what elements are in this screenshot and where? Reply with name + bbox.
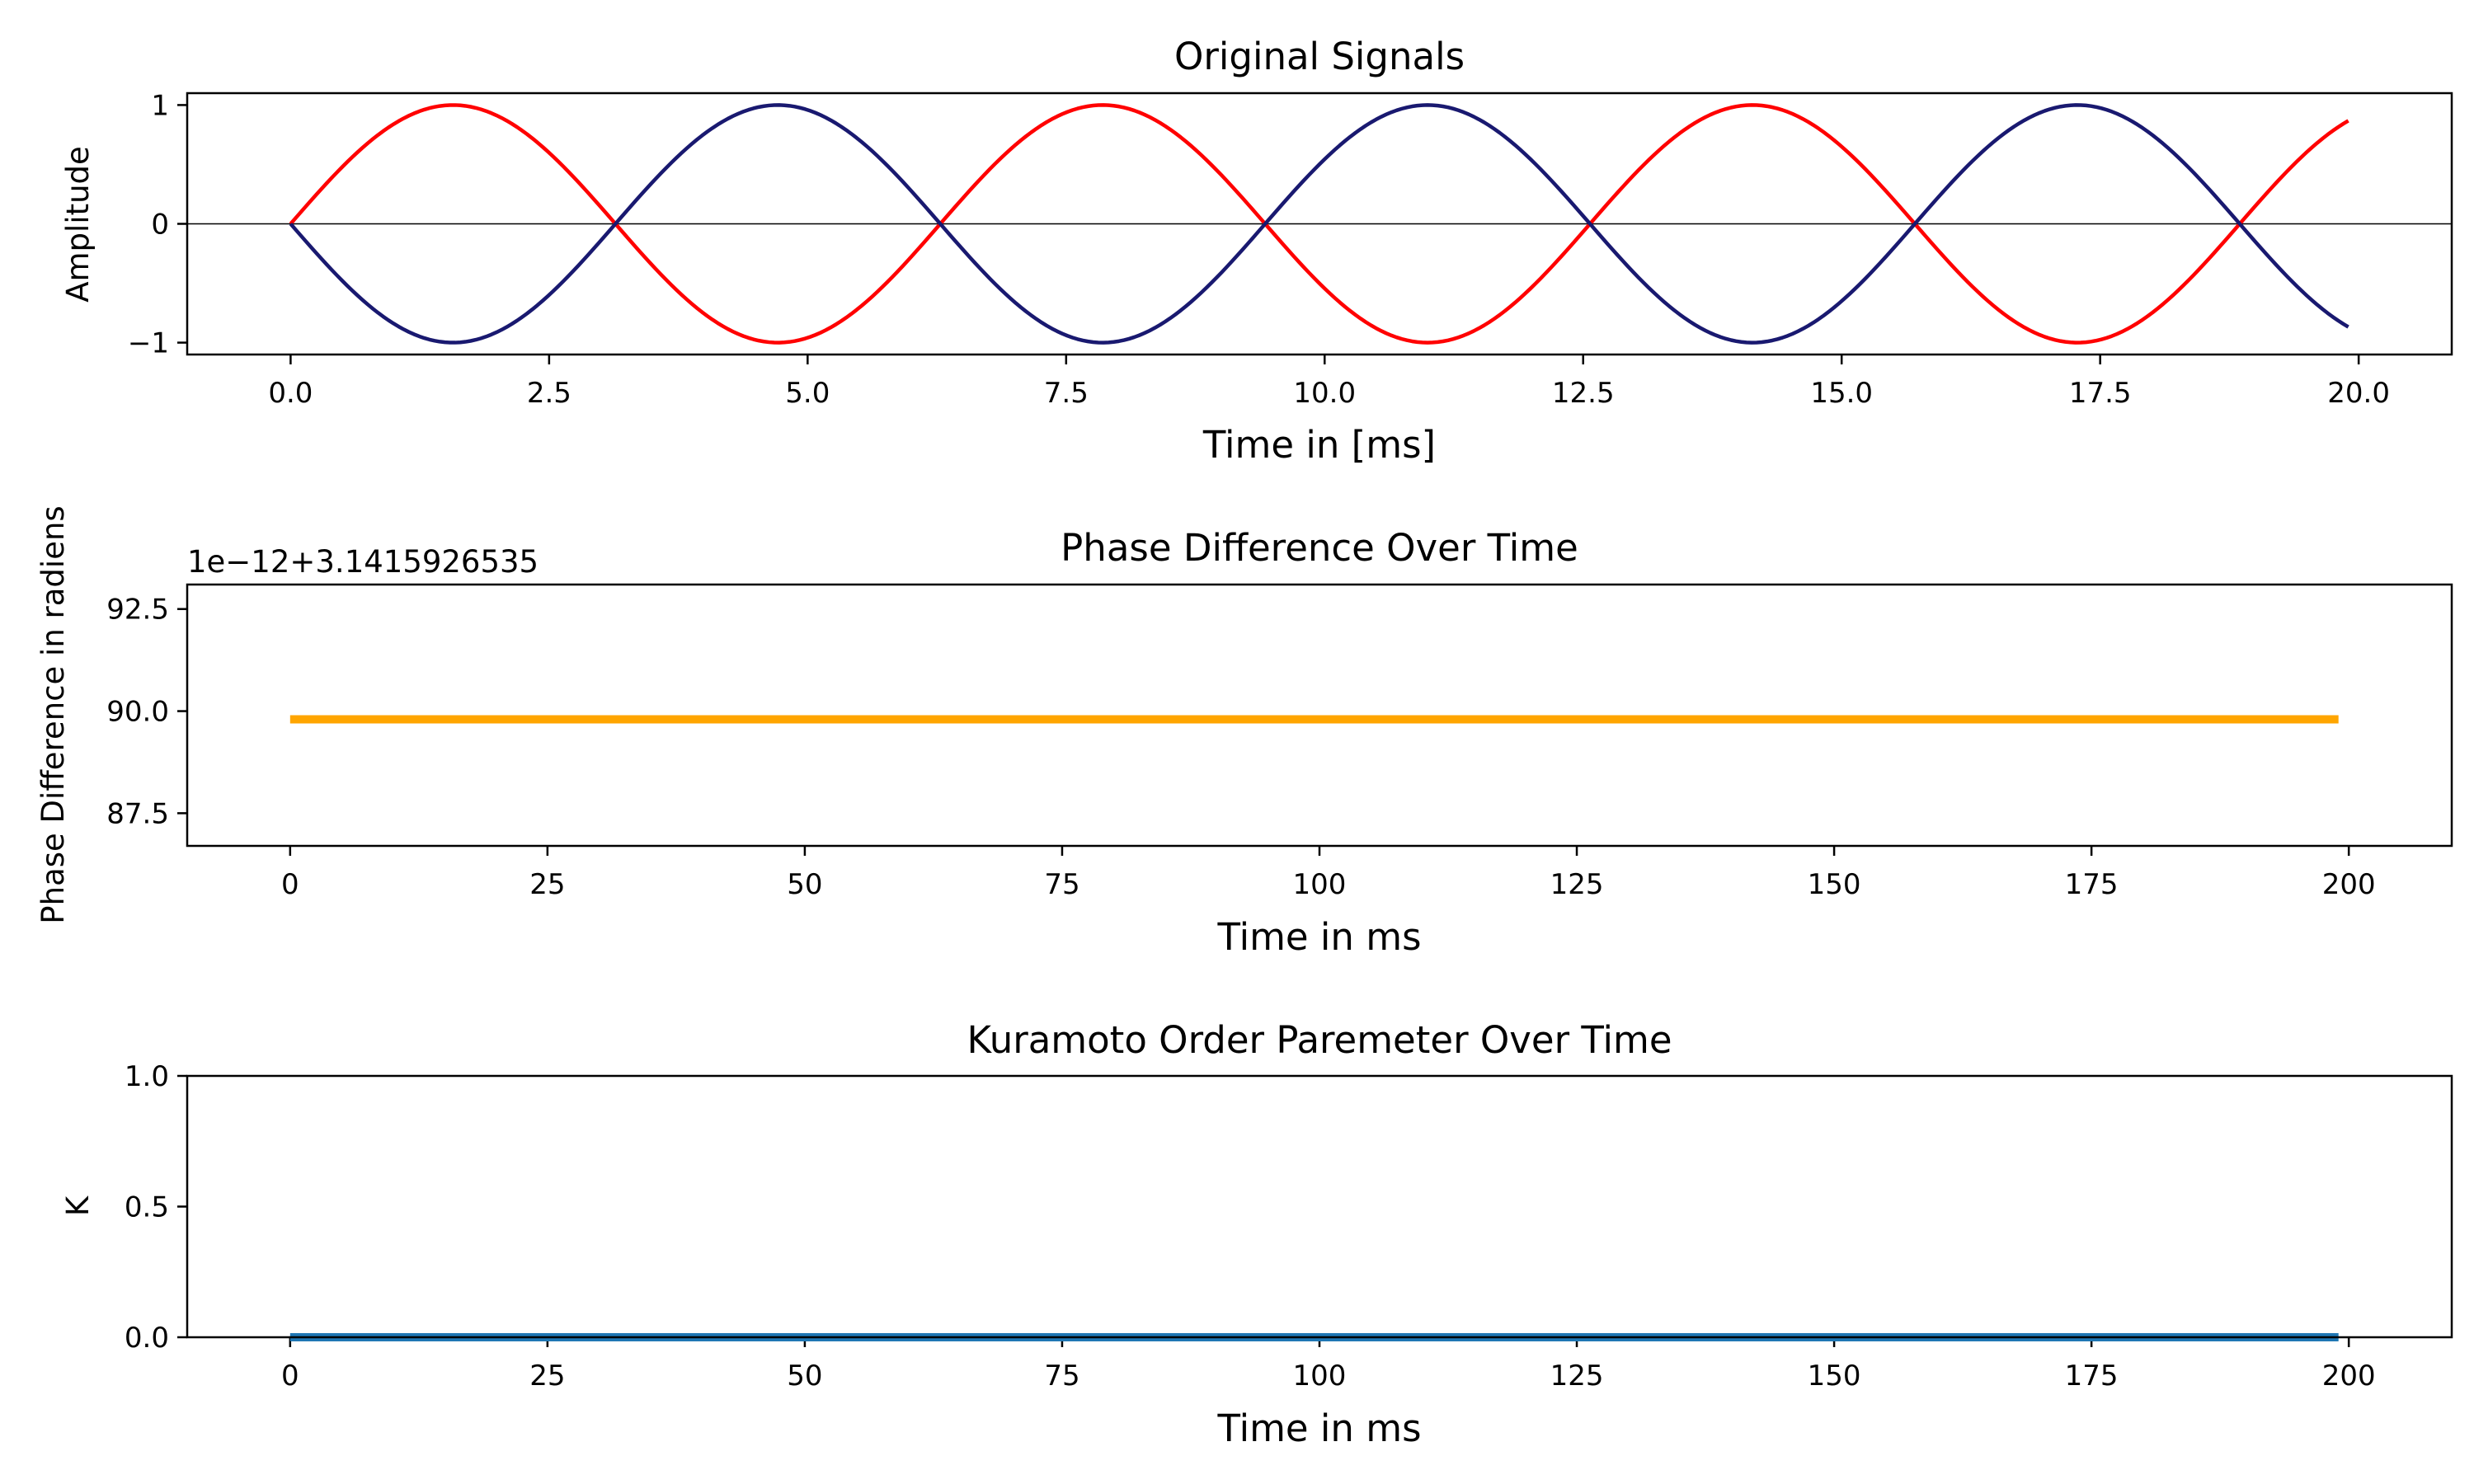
panel2-xtick-label: 75 bbox=[1044, 868, 1079, 901]
panel1-xtick-label: 0.0 bbox=[268, 377, 313, 410]
panel1-xtick-label: 7.5 bbox=[1044, 377, 1089, 410]
panel1-frame bbox=[186, 92, 2453, 356]
panel2-title: Phase Difference Over Time bbox=[1061, 526, 1578, 570]
panel3-xtick-label: 200 bbox=[2322, 1360, 2376, 1392]
panel2-xtick-label: 0 bbox=[281, 868, 299, 901]
panel1-xtick-label: 10.0 bbox=[1293, 377, 1356, 410]
panel1-series-line-1 bbox=[289, 103, 2349, 345]
panel2-xtick-label: 175 bbox=[2065, 868, 2119, 901]
panel1-title: Original Signals bbox=[1174, 35, 1465, 78]
panel3-ytick-label: 0.5 bbox=[125, 1191, 169, 1224]
panel1-ylabel: Amplitude bbox=[60, 146, 96, 303]
panel1-ticks: 0.0 2.5 5.0 7.5 10.0 12.5 15.0 17.5 20.0 1 0 −1 bbox=[128, 89, 2390, 410]
panel-original-signals: Original Signals 0.0 2.5 5.0 7.5 10.0 12.5 15.… bbox=[60, 35, 2453, 467]
panel-kuramoto: Kuramoto Order Paremeter Over Time 0 25 50… bbox=[60, 1018, 2453, 1450]
panel1-series-line-2 bbox=[289, 103, 2349, 345]
panel1-xtick-label: 20.0 bbox=[2327, 377, 2390, 410]
panel3-title: Kuramoto Order Paremeter Over Time bbox=[967, 1018, 1672, 1062]
panel2-xtick-label: 125 bbox=[1550, 868, 1604, 901]
panel2-ytick-label: 90.0 bbox=[106, 696, 169, 729]
panel1-xlabel: Time in [ms] bbox=[1202, 423, 1436, 467]
panel1-xtick-label: 5.0 bbox=[785, 377, 830, 410]
panel1-xtick-label: 15.0 bbox=[1810, 377, 1873, 410]
panel2-frame bbox=[186, 583, 2453, 848]
panel3-ylabel: K bbox=[60, 1195, 96, 1216]
panel2-ticks: 0 25 50 75 100 125 150 175 200 92.5 90.0 87.5 bbox=[106, 594, 2375, 901]
panel1-ytick-label: 0 bbox=[151, 209, 169, 242]
panel2-ytick-label: 92.5 bbox=[106, 594, 169, 627]
panel2-xtick-label: 150 bbox=[1808, 868, 1861, 901]
panel3-xlabel: Time in ms bbox=[1216, 1407, 1421, 1450]
panel2-xtick-label: 50 bbox=[787, 868, 822, 901]
panel3-xtick-label: 0 bbox=[281, 1360, 299, 1392]
panel2-ytick-label: 87.5 bbox=[106, 797, 169, 830]
panel1-ytick-label: 1 bbox=[151, 89, 169, 122]
panel2-xtick-label: 200 bbox=[2322, 868, 2376, 901]
panel3-xtick-label: 75 bbox=[1044, 1360, 1079, 1392]
panel2-xlabel: Time in ms bbox=[1216, 915, 1421, 959]
panel1-xtick-label: 12.5 bbox=[1552, 377, 1615, 410]
panel3-xtick-label: 150 bbox=[1808, 1360, 1861, 1392]
panel2-ylabel: Phase Difference in radiens bbox=[35, 505, 71, 923]
panel1-xtick-label: 17.5 bbox=[2069, 377, 2132, 410]
panel3-frame bbox=[186, 1074, 2453, 1339]
panel2-xtick-label: 100 bbox=[1293, 868, 1347, 901]
panel3-xtick-label: 100 bbox=[1293, 1360, 1347, 1392]
panel3-ytick-label: 0.0 bbox=[125, 1322, 169, 1355]
panel2-xtick-label: 25 bbox=[529, 868, 565, 901]
panel1-ytick-label: −1 bbox=[128, 327, 169, 360]
panel3-xtick-label: 125 bbox=[1550, 1360, 1604, 1392]
panel2-offset-label: 1e−12+3.1415926535 bbox=[187, 544, 539, 580]
panel1-xtick-label: 2.5 bbox=[527, 377, 571, 410]
panel3-xtick-label: 25 bbox=[529, 1360, 565, 1392]
panel1-series bbox=[187, 103, 2452, 345]
panel3-xtick-label: 175 bbox=[2065, 1360, 2119, 1392]
panel3-ytick-label: 1.0 bbox=[125, 1060, 169, 1093]
panel-phase-difference: Phase Difference Over Time 1e−12+3.14159… bbox=[35, 505, 2453, 959]
panel3-ticks: 0 25 50 75 100 125 150 175 200 1.0 0.5 0.0 bbox=[125, 1060, 2376, 1392]
panel3-xtick-label: 50 bbox=[787, 1360, 822, 1392]
